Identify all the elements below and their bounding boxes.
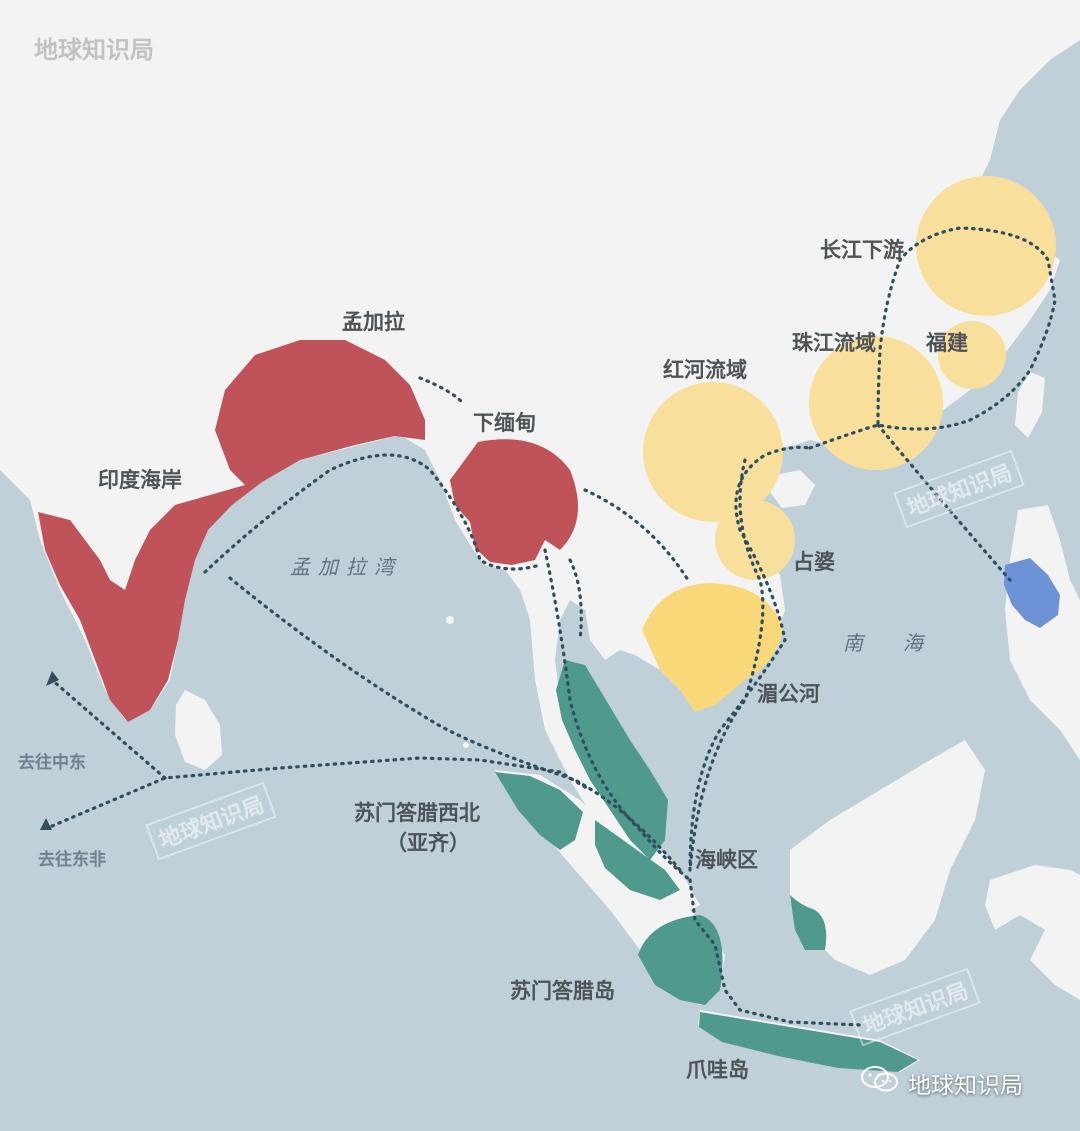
java-zone [699,1012,918,1072]
label-lower-burma: 下缅甸 [473,411,536,435]
india-coast-zone [38,340,425,722]
hainan-island [770,470,815,508]
label-yangtze-lower: 长江下游 [820,238,904,262]
borneo-west-zone [790,895,827,950]
green-zone-group [495,660,918,1072]
strait-zone [595,820,680,900]
indochina-coast-zone [715,500,795,580]
malay-peninsula-zone [556,660,668,860]
route-middle-east [50,678,167,780]
borneo-island [790,740,985,975]
label-north-sumatra: 苏门答腊西北 [354,801,480,825]
north-sumatra-zone [495,772,583,850]
label-red-river: 红河流域 [663,358,747,382]
fujian-zone [938,321,1006,389]
label-bengal: 孟加拉 [342,310,405,334]
route-india-bengal [203,453,542,574]
yellow-zone-group [643,176,1056,580]
route-malay-coast [543,548,692,882]
label-strait-zone: 海峡区 [695,848,758,872]
route-peninsula [568,558,583,642]
label-india-coast: 印度海岸 [98,468,182,492]
route-indochina-coast [688,445,812,872]
route-strait-java [688,878,862,1027]
pearl-river-zone [809,336,943,470]
label-pearl-river: 珠江流域 [792,331,876,355]
route-china-coast [808,226,1057,450]
route-bengal-arc [418,376,464,404]
sumatra-zone [638,915,723,1005]
route-champa-strait [688,458,765,872]
yangtze-lower-zone [916,176,1056,316]
label-mekong: 湄公河 [757,682,820,706]
label-south-china-sea: 南海 [843,631,963,655]
label-to-east-africa: 去往东非 [38,850,106,870]
nicobar-islands [463,742,469,748]
route-philippines [876,423,1012,582]
arrow-to-middle-east [46,671,59,686]
brand-title: 地球知识局 [34,36,154,64]
label-champa: 占婆 [793,550,835,574]
label-to-middle-east: 去往中东 [18,753,86,773]
philippines-zone [1004,558,1060,628]
red-river-zone [643,382,783,522]
taiwan-island [1015,372,1045,438]
andaman-islands [446,616,454,624]
label-sumatra: 苏门答腊岛 [510,979,615,1003]
label-java: 爪哇岛 [686,1058,749,1082]
sri-lanka [175,690,222,770]
sulawesi-island [985,865,1080,1000]
route-india-malacca [228,576,682,872]
wechat-icon [861,1066,898,1092]
label-fujian: 福建 [926,331,968,355]
lower-burma-zone [450,439,578,565]
label-north-sumatra-sub: （亚齐） [386,831,470,855]
arrow-to-east-africa [40,818,52,830]
red-zone-group [38,340,578,722]
footer-account-name: 地球知识局 [908,1073,1023,1099]
label-bay-of-bengal: 孟加拉湾 [290,555,402,579]
route-burma-champa [583,488,690,582]
mekong-zone [642,583,783,712]
trade-routes [50,226,1057,1027]
